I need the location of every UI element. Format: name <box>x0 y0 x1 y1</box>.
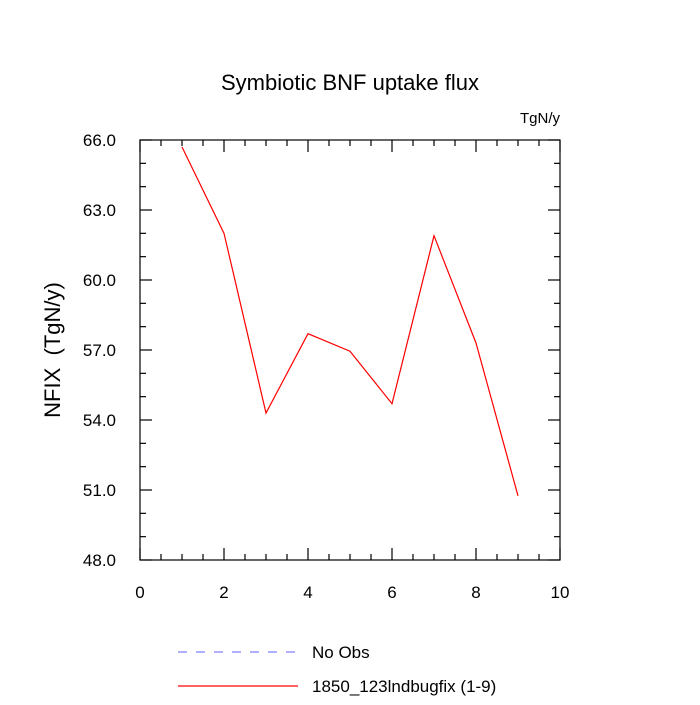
y-tick-label: 51.0 <box>83 481 116 500</box>
y-axis-label: NFIX (TgN/y) <box>40 282 65 418</box>
y-tick-label: 54.0 <box>83 411 116 430</box>
x-tick-label: 0 <box>135 583 144 602</box>
y-tick-label: 57.0 <box>83 341 116 360</box>
y-tick-label: 63.0 <box>83 201 116 220</box>
units-label: TgN/y <box>520 110 561 127</box>
legend: No Obs 1850_123lndbugfix (1-9) <box>178 643 496 696</box>
x-tick-label: 10 <box>551 583 570 602</box>
x-tick-label: 6 <box>387 583 396 602</box>
legend-label: No Obs <box>312 643 370 662</box>
y-tick-label: 66.0 <box>83 131 116 150</box>
series-layer <box>181 146 519 496</box>
x-tick-label: 2 <box>219 583 228 602</box>
chart-title: Symbiotic BNF uptake flux <box>221 70 479 95</box>
plot-frame <box>139 139 561 561</box>
x-tick-label: 4 <box>303 583 312 602</box>
y-tick-label: 48.0 <box>83 551 116 570</box>
x-tick-label: 8 <box>471 583 480 602</box>
series-line <box>181 146 519 496</box>
axes: 0 2 4 6 8 10 48.0 51.0 54.0 57.0 60.0 63.0 66.0 <box>83 131 570 602</box>
y-tick-label: 60.0 <box>83 271 116 290</box>
legend-label: 1850_123lndbugfix (1-9) <box>312 677 496 696</box>
